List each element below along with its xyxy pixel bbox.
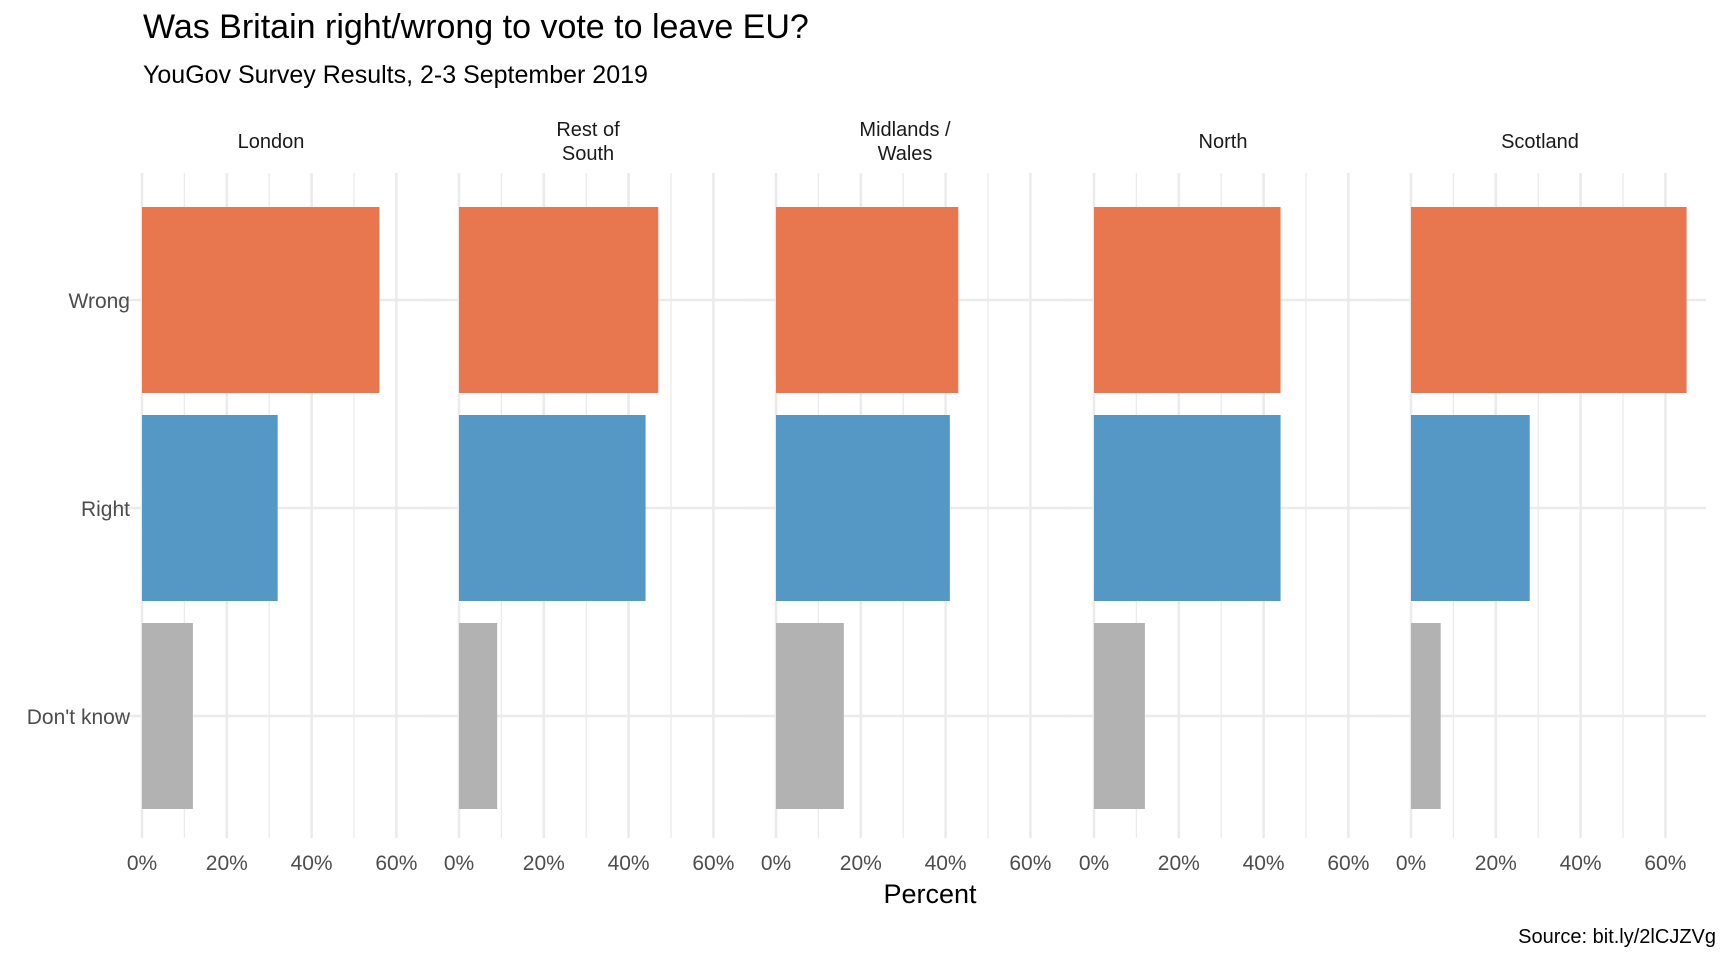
bar <box>776 415 950 601</box>
chart-title: Was Britain right/wrong to vote to leave… <box>143 8 809 46</box>
x-tick-label: 20% <box>840 852 882 875</box>
facet-strip-label: North <box>1199 131 1248 153</box>
chart-caption: Source: bit.ly/2lCJZVg <box>1518 926 1716 948</box>
facet-panel: Rest of South 0% 20% 40% 60% <box>429 119 754 875</box>
bar <box>1411 415 1530 601</box>
x-tick-label: 20% <box>1158 852 1200 875</box>
chart-subtitle: YouGov Survey Results, 2-3 September 201… <box>143 61 648 89</box>
bar <box>142 415 278 601</box>
facet-panel: Scotland 0% 20% 40% 60% <box>1381 131 1706 875</box>
facet-panel: London 0% 20% 40% 60% <box>112 131 437 875</box>
facet-strip-label: Midlands / Wales <box>859 119 951 165</box>
bar <box>776 623 844 809</box>
bar <box>459 207 659 393</box>
x-tick-label: 40% <box>1243 852 1285 875</box>
bar <box>459 623 498 809</box>
x-tick-label: 60% <box>1644 852 1686 875</box>
y-axis-labels: Wrong Right Don't know <box>27 290 131 729</box>
facet-panel: North 0% 20% 40% 60% <box>1064 131 1389 875</box>
x-tick-label: 20% <box>523 852 565 875</box>
facet-strip-label: Rest of South <box>556 119 620 165</box>
x-tick-label: 0% <box>761 852 791 875</box>
bar <box>1094 623 1145 809</box>
x-tick-label: 60% <box>1009 852 1051 875</box>
y-tick-label: Right <box>81 498 130 521</box>
facet-panels: London 0% 20% 40% 60% Rest of South 0% 20% 40% 60%… <box>112 119 1706 875</box>
bar <box>459 415 646 601</box>
x-tick-label: 60% <box>692 852 734 875</box>
x-tick-label: 20% <box>1475 852 1517 875</box>
bar <box>1094 207 1281 393</box>
facet-strip-label: London <box>238 131 305 153</box>
bar <box>1411 207 1687 393</box>
x-tick-label: 40% <box>1560 852 1602 875</box>
facet-panel: Midlands / Wales 0% 20% 40% 60% <box>746 119 1071 875</box>
x-axis-title: Percent <box>883 879 977 909</box>
x-tick-label: 0% <box>127 852 157 875</box>
bar <box>1094 415 1281 601</box>
x-tick-label: 60% <box>375 852 417 875</box>
x-tick-label: 40% <box>291 852 333 875</box>
bar <box>1411 623 1441 809</box>
x-tick-label: 40% <box>608 852 650 875</box>
x-tick-label: 0% <box>1079 852 1109 875</box>
y-tick-label: Wrong <box>69 290 130 313</box>
x-tick-label: 0% <box>444 852 474 875</box>
x-tick-label: 40% <box>925 852 967 875</box>
bar <box>776 207 959 393</box>
bar <box>142 207 380 393</box>
x-tick-label: 0% <box>1396 852 1426 875</box>
x-tick-label: 20% <box>206 852 248 875</box>
y-tick-label: Don't know <box>27 706 131 729</box>
x-tick-label: 60% <box>1327 852 1369 875</box>
bar <box>142 623 193 809</box>
facet-strip-label: Scotland <box>1501 131 1579 153</box>
